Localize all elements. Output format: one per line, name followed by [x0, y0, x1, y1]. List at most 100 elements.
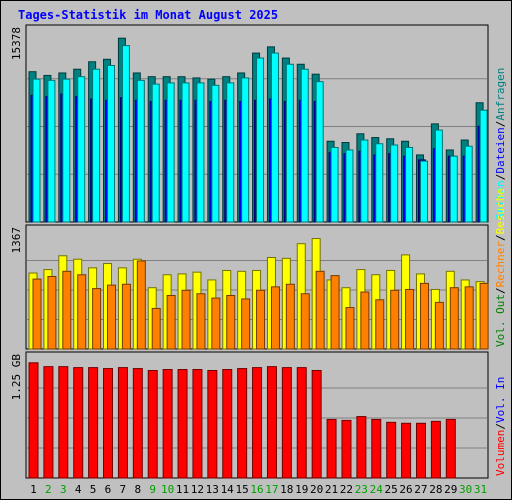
x-tick-label-day-3: 3 — [60, 483, 67, 496]
bar-seiten-day-23 — [360, 139, 369, 223]
panel-bottom — [25, 351, 489, 479]
x-tick-label-day-18: 18 — [280, 483, 293, 496]
bar-seiten-day-12 — [196, 82, 205, 223]
bar-rechner-day-16 — [256, 289, 266, 350]
legend-dateien: Dateien — [494, 127, 507, 173]
bar-rechner-day-5 — [92, 288, 102, 350]
legend-rechner: Rechner — [494, 241, 507, 288]
bar-rechner-day-29 — [449, 287, 459, 350]
x-tick-label-day-8: 8 — [134, 483, 141, 496]
x-tick-label-day-14: 14 — [221, 483, 235, 496]
x-tick-label-day-16: 16 — [250, 483, 263, 496]
bar-volumen-day-5 — [88, 367, 99, 479]
bar-seiten-day-15 — [241, 77, 250, 223]
x-tick-label-day-28: 28 — [429, 483, 442, 496]
bar-volumen-day-13 — [207, 369, 218, 479]
bar-volumen-day-19 — [296, 367, 307, 479]
bar-volumen-day-12 — [192, 369, 203, 479]
bar-rechner-day-26 — [405, 288, 415, 350]
x-tick-label-day-2: 2 — [45, 483, 52, 496]
x-axis-labels: 1 2 3 4 5 6 7 8 9 10 11 12 13 14 15 16 17 18 19 20 21 22 23 24 2… — [30, 483, 487, 496]
panel-top — [25, 24, 489, 223]
bar-volumen-day-25 — [386, 421, 397, 479]
legend-separator: / — [494, 423, 507, 430]
legend-vol-in: Vol. In — [494, 377, 507, 423]
bar-volumen-day-26 — [401, 422, 412, 479]
bar-rechner-day-20 — [315, 270, 325, 350]
bar-seiten-day-6 — [107, 65, 116, 223]
x-tick-label-day-29: 29 — [444, 483, 457, 496]
bar-seiten-day-21 — [330, 146, 339, 223]
bar-rechner-day-11 — [181, 289, 191, 350]
bar-seiten-day-1 — [32, 78, 41, 223]
x-tick-label-day-24: 24 — [370, 483, 384, 496]
bar-volumen-day-10 — [162, 369, 173, 479]
x-tick-label-day-30: 30 — [459, 483, 472, 496]
x-tick-label-day-20: 20 — [310, 483, 323, 496]
bar-volumen-day-15 — [237, 368, 248, 479]
x-tick-label-day-17: 17 — [265, 483, 278, 496]
legend-separator: / — [494, 287, 507, 294]
x-tick-label-day-1: 1 — [30, 483, 37, 496]
bar-volumen-day-22 — [341, 419, 352, 479]
bar-rechner-day-17 — [270, 286, 280, 350]
bar-seiten-day-28 — [434, 129, 443, 223]
bar-volumen-day-9 — [147, 369, 158, 479]
bar-seiten-day-11 — [181, 82, 190, 223]
bar-volumen-day-11 — [177, 369, 188, 479]
bar-volumen-day-27 — [415, 422, 426, 479]
bar-volumen-day-6 — [103, 368, 114, 479]
bar-rechner-day-6 — [107, 284, 117, 350]
bar-seiten-day-13 — [211, 84, 220, 223]
bar-seiten-day-10 — [166, 82, 175, 223]
bar-volumen-day-17 — [266, 366, 277, 479]
bar-rechner-day-24 — [375, 299, 385, 350]
bar-seiten-day-5 — [92, 68, 101, 223]
bar-rechner-day-21 — [330, 275, 340, 350]
bar-seiten-day-3 — [62, 78, 71, 223]
bar-volumen-day-14 — [222, 369, 233, 479]
bar-volumen-day-24 — [371, 418, 382, 479]
bar-volumen-day-18 — [281, 367, 292, 479]
x-tick-label-day-22: 22 — [340, 483, 353, 496]
legend-anfragen: Anfragen — [494, 68, 507, 121]
bar-seiten-day-14 — [226, 82, 235, 223]
bar-rechner-day-15 — [241, 298, 251, 350]
bar-rechner-day-25 — [390, 289, 400, 350]
x-tick-label-day-5: 5 — [90, 483, 97, 496]
x-tick-label-day-25: 25 — [385, 483, 398, 496]
right-legend-middle: Vol. Out/Rechner/Besuche — [494, 188, 507, 347]
y-tick-label-bottom: 1.25 GB — [10, 354, 23, 401]
bar-rechner-day-10 — [166, 294, 176, 350]
bar-rechner-day-31 — [479, 282, 489, 350]
bar-rechner-day-30 — [464, 286, 474, 350]
bar-volumen-day-29 — [445, 418, 456, 479]
bar-volumen-day-7 — [117, 367, 128, 479]
x-tick-label-day-15: 15 — [235, 483, 248, 496]
x-tick-label-day-26: 26 — [399, 483, 412, 496]
right-legend-bottom: Volumen/Vol. In — [494, 377, 507, 476]
bar-seiten-day-8 — [136, 79, 145, 223]
bar-rechner-day-27 — [419, 282, 429, 350]
bar-rechner-day-19 — [300, 293, 310, 350]
x-tick-label-day-9: 9 — [149, 483, 156, 496]
legend-vol-out: Vol. Out — [494, 294, 507, 347]
legend-separator: / — [494, 174, 507, 181]
x-tick-label-day-10: 10 — [161, 483, 174, 496]
x-tick-label-day-6: 6 — [105, 483, 112, 496]
legend-separator: / — [494, 121, 507, 128]
x-tick-label-day-31: 31 — [474, 483, 487, 496]
chart-panels — [25, 24, 489, 479]
bar-rechner-day-2 — [47, 275, 57, 350]
bar-seiten-day-9 — [151, 83, 160, 223]
x-tick-label-day-27: 27 — [414, 483, 427, 496]
bar-volumen-day-4 — [73, 367, 84, 479]
x-tick-label-day-23: 23 — [355, 483, 368, 496]
bar-rechner-day-3 — [62, 270, 72, 350]
bar-volumen-day-23 — [356, 416, 367, 479]
bar-rechner-day-1 — [32, 278, 42, 350]
bar-rechner-day-7 — [121, 283, 131, 350]
y-axis-labels: 15378 1367 1.25 GB — [10, 27, 23, 400]
right-legend-top: Seiten/Dateien/Anfragen — [494, 68, 507, 220]
